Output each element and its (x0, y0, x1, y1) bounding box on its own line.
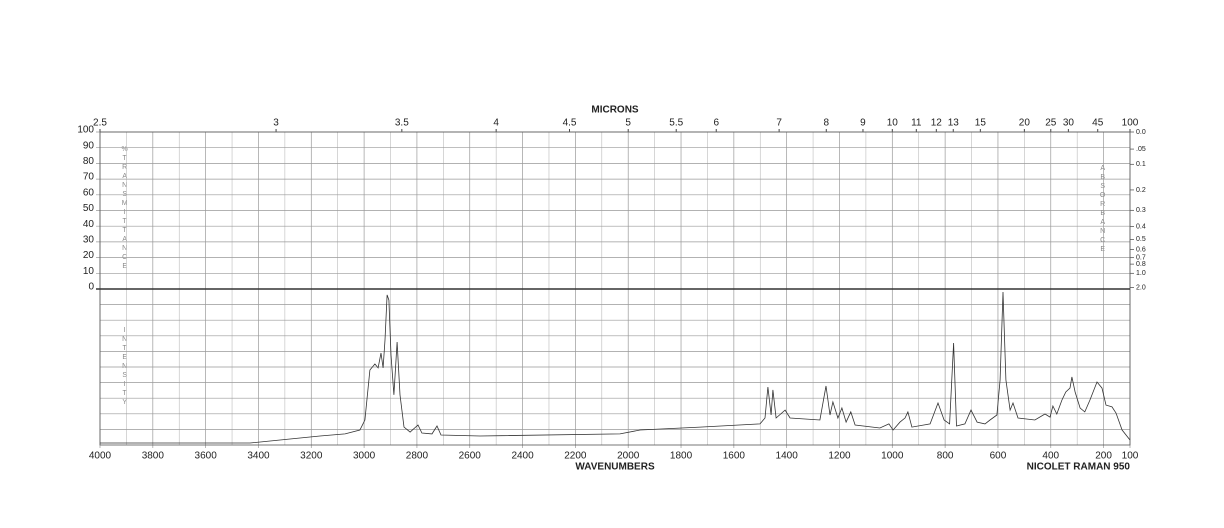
micron-tick-label: 3.5 (395, 118, 409, 129)
micron-tick-label: 8 (824, 118, 830, 129)
micron-tick-label: 4.5 (563, 118, 577, 129)
x-tick-label: 3800 (142, 451, 165, 462)
absorbance-tick-label: 1.0 (1136, 270, 1146, 277)
y-tick-label: 90 (83, 140, 95, 151)
absorbance-tick-label: 0.2 (1136, 187, 1146, 194)
y-tick-label: 10 (83, 266, 95, 277)
micron-tick-label: 100 (1122, 118, 1139, 129)
x-tick-label: 1800 (670, 451, 693, 462)
absorbance-tick-label: 0.4 (1136, 223, 1146, 230)
micron-tick-label: 4 (493, 118, 499, 129)
x-tick-label: 3000 (353, 451, 376, 462)
micron-tick-label: 13 (948, 118, 960, 129)
x-tick-label: 2000 (617, 451, 640, 462)
absorbance-tick-label: .05 (1136, 146, 1146, 153)
x-axis-title: WAVENUMBERS (575, 462, 655, 473)
x-tick-label: 1200 (828, 451, 851, 462)
x-tick-label: 800 (937, 451, 954, 462)
absorbance-tick-label: 2.0 (1136, 284, 1146, 291)
y-axis-title: %TRANSMITTANCE (121, 146, 128, 272)
y-tick-label: 60 (83, 187, 95, 198)
micron-tick-label: 6 (713, 118, 719, 129)
micron-tick-label: 12 (931, 118, 943, 129)
y-tick-label: 50 (83, 203, 95, 214)
micron-tick-label: 9 (860, 118, 866, 129)
x-tick-label: 3400 (247, 451, 270, 462)
absorbance-tick-label: 0.6 (1136, 246, 1146, 253)
y-tick-label: 0 (88, 282, 94, 293)
x-tick-label: 100 (1122, 451, 1139, 462)
absorbance-axis-title: ABSORBANCE (1099, 165, 1106, 255)
x-tick-label: 400 (1042, 451, 1059, 462)
micron-tick-label: 25 (1045, 118, 1057, 129)
y-tick-label: 20 (83, 250, 95, 261)
absorbance-tick-label: 0.0 (1136, 129, 1146, 136)
y-tick-label: 100 (77, 125, 94, 136)
x-tick-label: 4000 (89, 451, 112, 462)
x-tick-label: 2200 (564, 451, 587, 462)
spectrum-line (100, 291, 1131, 444)
absorbance-tick-label: 0.3 (1136, 207, 1146, 214)
micron-tick-label: 11 (911, 118, 922, 129)
x-tick-label: 3200 (300, 451, 323, 462)
absorbance-tick-label: 0.7 (1136, 255, 1146, 262)
y-tick-label: 30 (83, 235, 95, 246)
x-tick-label: 2400 (511, 451, 534, 462)
x-tick-label: 3600 (195, 451, 218, 462)
micron-tick-label: 7 (776, 118, 782, 129)
x-tick-label: 2800 (406, 451, 429, 462)
micron-tick-label: 2.5 (93, 118, 107, 129)
micron-tick-label: 20 (1019, 118, 1031, 129)
y-tick-label: 40 (83, 219, 95, 230)
x-tick-label: 200 (1095, 451, 1112, 462)
absorbance-tick-label: 0.1 (1136, 161, 1146, 168)
micron-tick-label: 30 (1063, 118, 1075, 129)
x-tick-label: 1400 (776, 451, 799, 462)
micron-tick-label: 45 (1092, 118, 1104, 129)
micron-tick-label: 10 (887, 118, 899, 129)
x-tick-label: 1600 (723, 451, 746, 462)
micron-axis-title: MICRONS (591, 105, 639, 116)
y-tick-label: 80 (83, 156, 95, 167)
absorbance-tick-label: 0.5 (1136, 236, 1146, 243)
micron-tick-label: 5 (625, 118, 631, 129)
intensity-axis-title: INTENSITY (121, 327, 128, 408)
micron-tick-label: 3 (273, 118, 279, 129)
x-tick-label: 2600 (459, 451, 482, 462)
instrument-note: NICOLET RAMAN 950 (1027, 462, 1131, 473)
x-tick-label: 600 (990, 451, 1007, 462)
micron-tick-label: 5.5 (669, 118, 683, 129)
y-tick-label: 70 (83, 172, 95, 183)
x-tick-label: 1000 (881, 451, 904, 462)
micron-tick-label: 15 (975, 118, 987, 129)
absorbance-tick-label: 0.8 (1136, 261, 1146, 268)
